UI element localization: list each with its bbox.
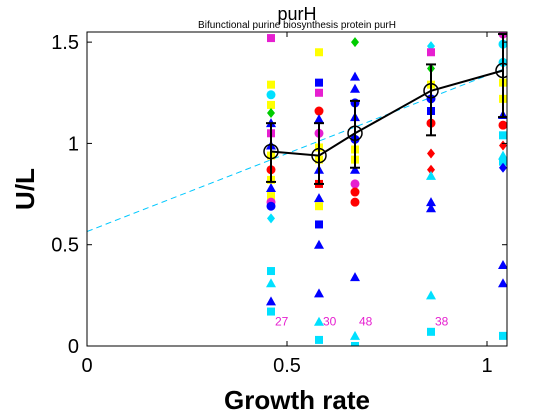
data-point-triangle	[426, 203, 436, 213]
sample-count-label: 30	[323, 315, 337, 329]
data-point-square	[427, 48, 435, 57]
mean-marker	[263, 143, 279, 160]
x-axis-label: Growth rate	[224, 385, 370, 415]
sample-count-label: 27	[275, 315, 289, 329]
chart-title: purH	[277, 4, 316, 24]
data-point-square	[427, 327, 435, 336]
y-tick-label: 1	[68, 133, 79, 155]
data-point-circle	[350, 197, 360, 207]
plot-content: 27 30 48 38 57	[87, 32, 521, 346]
data-point-diamond	[499, 162, 507, 173]
data-point-triangle	[498, 150, 507, 160]
data-point-triangle	[266, 278, 276, 288]
axis-ticks: 0 0.5 1 0 0.5 1 1.5	[51, 32, 507, 377]
data-point-triangle	[426, 170, 436, 180]
data-point-triangle	[266, 182, 276, 192]
data-point-circle	[266, 201, 276, 211]
data-point-circle	[350, 179, 360, 189]
data-point-triangle	[350, 71, 360, 81]
y-tick-label: 0	[68, 336, 79, 358]
sample-count-label: 48	[359, 315, 373, 329]
data-point-triangle	[426, 290, 436, 300]
data-point-triangle	[266, 296, 276, 306]
data-point-square	[315, 48, 323, 57]
data-point-triangle	[350, 83, 360, 93]
data-point-triangle	[314, 114, 324, 124]
mean-line	[270, 69, 504, 157]
data-point-square	[499, 331, 507, 340]
data-point-triangle	[314, 288, 324, 298]
data-point-square	[267, 34, 275, 43]
data-point-square	[267, 307, 275, 316]
y-tick-label: 0.5	[51, 235, 79, 257]
data-point-triangle	[314, 193, 324, 203]
x-tick-label: 0.5	[273, 355, 301, 377]
mean-marker	[311, 147, 327, 164]
data-point-square	[315, 78, 323, 87]
data-point-diamond	[351, 37, 359, 48]
data-point-circle	[266, 90, 276, 100]
trend-line	[87, 67, 507, 233]
data-point-circle	[314, 106, 324, 116]
y-tick-label: 1.5	[51, 32, 79, 54]
data-point-diamond	[427, 148, 435, 159]
data-point-triangle	[498, 259, 507, 269]
data-point-circle	[350, 187, 360, 197]
data-point-square	[315, 220, 323, 229]
x-tick-label: 0	[81, 355, 92, 377]
data-point-square	[267, 100, 275, 109]
data-point-circle	[498, 120, 507, 130]
x-tick-label: 1	[481, 355, 492, 377]
data-point-triangle	[314, 316, 324, 326]
data-point-triangle	[498, 278, 507, 288]
mean-marker	[423, 82, 439, 99]
data-point-square	[267, 80, 275, 89]
data-point-triangle	[314, 239, 324, 249]
data-point-diamond	[267, 213, 275, 224]
data-point-triangle	[350, 272, 360, 282]
data-point-square	[267, 267, 275, 276]
data-point-square	[315, 335, 323, 344]
data-point-square	[499, 131, 507, 140]
mean-marker	[347, 125, 363, 142]
data-point-diamond	[499, 140, 507, 151]
mean-marker	[495, 62, 507, 79]
data-point-square	[351, 342, 359, 346]
data-point-triangle	[350, 330, 360, 340]
plot-frame	[86, 31, 508, 347]
data-point-square	[499, 157, 507, 166]
data-point-square	[315, 202, 323, 211]
data-point-diamond	[267, 108, 275, 119]
plot-area: 27 30 48 38 57	[87, 32, 521, 346]
chart-subtitle: Bifunctional purine biosynthesis protein…	[198, 20, 396, 31]
data-point-square	[267, 192, 275, 201]
y-axis-label: U/L	[10, 168, 40, 210]
data-point-triangle	[350, 164, 360, 174]
sample-count-label: 57	[507, 315, 521, 329]
data-point-square	[315, 88, 323, 97]
sample-count-label: 38	[435, 315, 449, 329]
data-point-diamond	[427, 164, 435, 175]
data-point-triangle	[426, 197, 436, 207]
